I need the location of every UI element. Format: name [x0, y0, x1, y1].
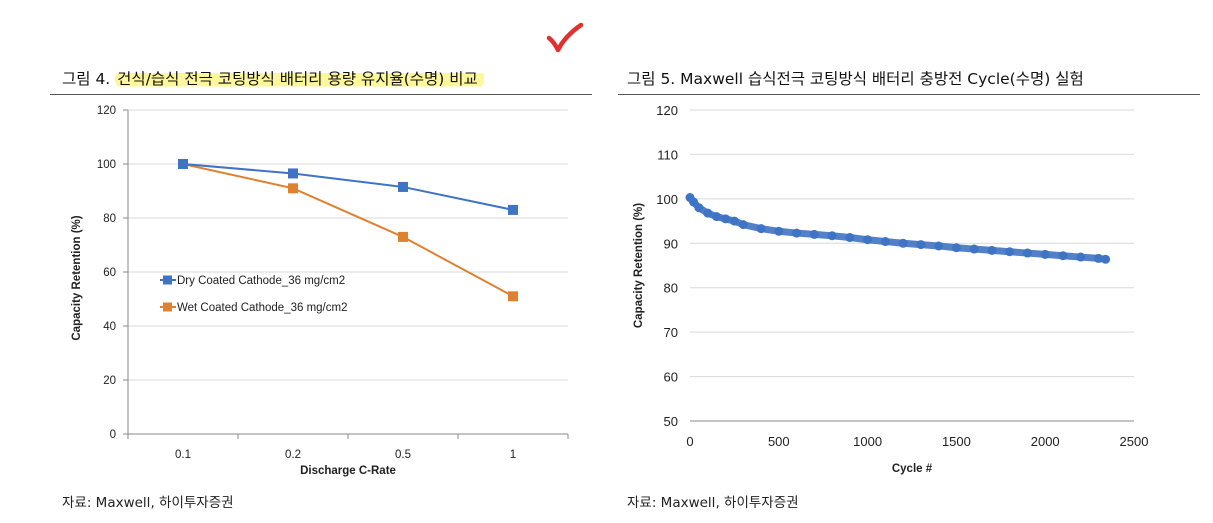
data-point-marker — [1101, 254, 1111, 264]
series-line — [182, 163, 514, 211]
series-line — [182, 163, 514, 298]
data-point-marker — [694, 203, 704, 213]
data-point-marker — [508, 204, 518, 215]
data-point-marker — [1005, 247, 1015, 257]
figure-5-panel: 그림 5. Maxwell 습식전극 코팅방식 배터리 충방전 Cycle(수명… — [610, 0, 1213, 523]
legend-label: Dry Coated Cathode_36 mg/cm2 — [177, 275, 345, 287]
figure-5-divider — [618, 94, 1200, 95]
data-point-marker — [756, 224, 766, 234]
data-point-marker — [951, 243, 961, 253]
data-point-marker — [1058, 251, 1068, 261]
figure-4-divider — [50, 94, 592, 95]
data-point-marker — [288, 183, 298, 194]
figure-4-title: 그림 4. 건식/습식 전극 코팅방식 배터리 용량 유지율(수명) 비교 — [62, 67, 484, 89]
x-axis-title: Discharge C-Rate — [300, 465, 396, 477]
y-tick-label: 100 — [656, 192, 678, 207]
figure-4-title-prefix: 그림 4. — [62, 70, 116, 88]
y-tick-label: 0 — [110, 429, 116, 441]
x-tick-label: 0.2 — [285, 449, 301, 461]
data-point-marker — [1022, 248, 1032, 258]
data-point-marker — [934, 241, 944, 251]
x-tick-label: 500 — [768, 434, 790, 449]
x-axis-title: Cycle # — [892, 463, 933, 475]
x-tick-label: 2000 — [1031, 434, 1060, 449]
data-point-marker — [827, 231, 837, 241]
y-tick-label: 60 — [103, 267, 116, 279]
data-point-marker — [738, 220, 748, 230]
data-point-marker — [845, 233, 855, 243]
data-point-marker — [178, 159, 188, 169]
x-tick-label: 1 — [510, 449, 516, 461]
y-tick-label: 80 — [664, 281, 678, 296]
figure-4-title-highlight: 건식/습식 전극 코팅방식 배터리 용량 유지율(수명) 비교 — [115, 70, 484, 88]
data-point-marker — [809, 229, 819, 239]
data-point-marker — [712, 212, 722, 222]
figure-4-panel: 그림 4. 건식/습식 전극 코팅방식 배터리 용량 유지율(수명) 비교 0 2… — [0, 0, 600, 523]
data-point-marker — [987, 245, 997, 255]
data-point-marker — [508, 291, 518, 302]
legend-marker — [163, 275, 172, 285]
legend-marker — [163, 302, 172, 312]
x-tick-label: 0 — [686, 434, 693, 449]
data-point-marker — [703, 208, 713, 218]
y-axis-title: Capacity Retention (%) — [71, 215, 83, 340]
data-point-marker — [1076, 252, 1086, 262]
data-point-marker — [1093, 253, 1103, 263]
x-tick-label: 0.1 — [175, 449, 191, 461]
y-tick-label: 80 — [103, 213, 116, 225]
data-point-marker — [1040, 249, 1050, 259]
y-tick-label: 110 — [657, 147, 678, 162]
y-tick-label: 40 — [103, 321, 116, 333]
figure-4-line-chart: 0 20 40 60 80 100 120 0.1 0.2 0.5 1 Discharge C-Rat… — [71, 105, 569, 477]
y-tick-label: 120 — [656, 103, 678, 118]
data-point-marker — [398, 181, 408, 192]
data-point-marker — [969, 244, 979, 254]
series-band — [686, 194, 1110, 263]
data-point-marker — [774, 226, 784, 236]
data-point-marker — [398, 231, 408, 242]
y-tick-label: 100 — [97, 159, 116, 171]
y-tick-label: 90 — [664, 236, 678, 251]
figure-4-source: 자료: Maxwell, 하이투자증권 — [62, 495, 234, 511]
x-tick-label: 2500 — [1120, 434, 1149, 449]
data-point-marker — [916, 240, 926, 250]
y-tick-label: 120 — [97, 105, 116, 117]
figure-5-title: 그림 5. Maxwell 습식전극 코팅방식 배터리 충방전 Cycle(수명… — [627, 70, 1084, 88]
y-tick-label: 70 — [664, 325, 678, 340]
x-tick-label: 1500 — [942, 434, 971, 449]
x-tick-label: 1000 — [853, 434, 882, 449]
data-point-marker — [729, 216, 739, 226]
y-tick-label: 20 — [103, 375, 116, 387]
data-point-marker — [792, 228, 802, 238]
data-point-marker — [863, 235, 873, 245]
y-tick-label: 60 — [664, 370, 678, 385]
y-axis-title: Capacity Retention (%) — [633, 203, 645, 328]
data-point-marker — [898, 238, 908, 248]
figure-5-scatter-chart: 50 60 70 80 90 100 110 120 0 500 1000 1500 2000 2500 C… — [633, 103, 1149, 475]
legend-label: Wet Coated Cathode_36 mg/cm2 — [177, 302, 347, 314]
figure-5-source: 자료: Maxwell, 하이투자증권 — [627, 495, 799, 511]
data-point-marker — [288, 168, 298, 179]
red-check-icon — [546, 22, 584, 53]
y-tick-label: 50 — [664, 414, 678, 429]
data-point-marker — [689, 197, 699, 207]
data-point-marker — [880, 237, 890, 247]
x-tick-label: 0.5 — [395, 449, 411, 461]
data-point-marker — [721, 214, 731, 224]
